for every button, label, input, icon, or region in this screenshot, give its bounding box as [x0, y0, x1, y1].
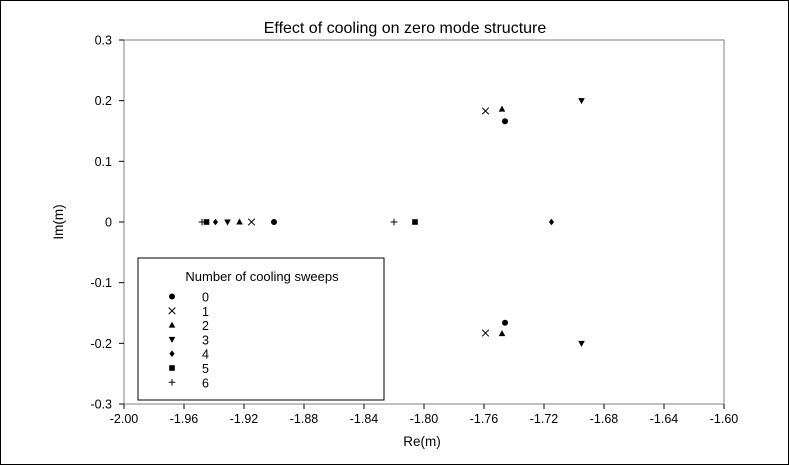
x-tick-label: -1.76 [470, 412, 499, 426]
legend-marker-3 [168, 336, 176, 343]
point-series-1 [247, 218, 256, 226]
x-tick-label: -1.92 [230, 412, 259, 426]
x-axis-label: Re(m) [403, 434, 441, 449]
point-series-4 [548, 218, 555, 226]
data-points [198, 98, 585, 347]
legend-marker-2 [168, 321, 176, 328]
y-tick-label: 0 [105, 216, 112, 230]
point-series-2 [236, 218, 243, 225]
point-series-5 [412, 219, 418, 225]
y-tick-label: -0.2 [90, 337, 112, 351]
x-tick-label: -1.80 [410, 412, 439, 426]
legend-marker-0 [169, 293, 175, 300]
point-series-0 [502, 118, 508, 125]
legend-marker-1 [168, 307, 176, 315]
point-series-4 [212, 218, 219, 226]
y-tick-label: 0.1 [95, 155, 112, 169]
point-series-0 [271, 219, 277, 225]
y-axis: 0.3 0.2 0.1 0 -0.1 -0.2 -0.3 [90, 34, 124, 412]
legend-label-0: 0 [202, 291, 209, 305]
x-tick-label: -1.68 [590, 412, 619, 426]
point-series-2 [498, 330, 506, 337]
legend-marker-5 [169, 365, 175, 371]
legend-label-3: 3 [202, 333, 209, 347]
legend-box [137, 257, 385, 401]
legend-label-1: 1 [202, 305, 209, 319]
y-tick-label: 0.3 [95, 34, 112, 48]
point-series-3 [578, 340, 585, 347]
x-tick-label: -1.96 [170, 412, 199, 426]
point-series-3 [578, 98, 585, 105]
legend-title: Number of cooling sweeps [185, 269, 339, 284]
legend-label-2: 2 [202, 319, 209, 333]
legend-label-5: 5 [202, 362, 209, 376]
x-tick-label: -1.60 [710, 412, 739, 426]
chart-title: Effect of cooling on zero mode structure [264, 20, 547, 37]
y-axis-label: Im(m) [51, 204, 66, 239]
x-axis: -2.00 -1.96 -1.92 -1.88 -1.84 -1.80 -1.76 -1.72… [110, 404, 739, 426]
y-tick-label: -0.3 [90, 398, 112, 412]
x-tick-label: -1.88 [290, 412, 319, 426]
legend-marker-6 [168, 379, 176, 386]
x-tick-label: -2.00 [110, 412, 139, 426]
x-tick-label: -1.72 [530, 412, 559, 426]
legend-marker-4 [169, 350, 175, 357]
x-tick-label: -1.64 [650, 412, 679, 426]
point-series-6 [390, 218, 398, 226]
point-series-1 [481, 329, 490, 337]
point-series-6 [198, 218, 206, 226]
point-series-5 [203, 219, 210, 225]
y-tick-label: -0.1 [90, 276, 112, 290]
legend-label-6: 6 [202, 376, 209, 390]
point-series-0 [502, 319, 508, 326]
y-tick-label: 0.2 [95, 94, 112, 108]
x-tick-label: -1.84 [350, 412, 379, 426]
point-series-2 [498, 105, 506, 112]
legend-label-4: 4 [202, 348, 209, 362]
point-series-1 [481, 107, 490, 115]
point-series-3 [224, 219, 231, 226]
